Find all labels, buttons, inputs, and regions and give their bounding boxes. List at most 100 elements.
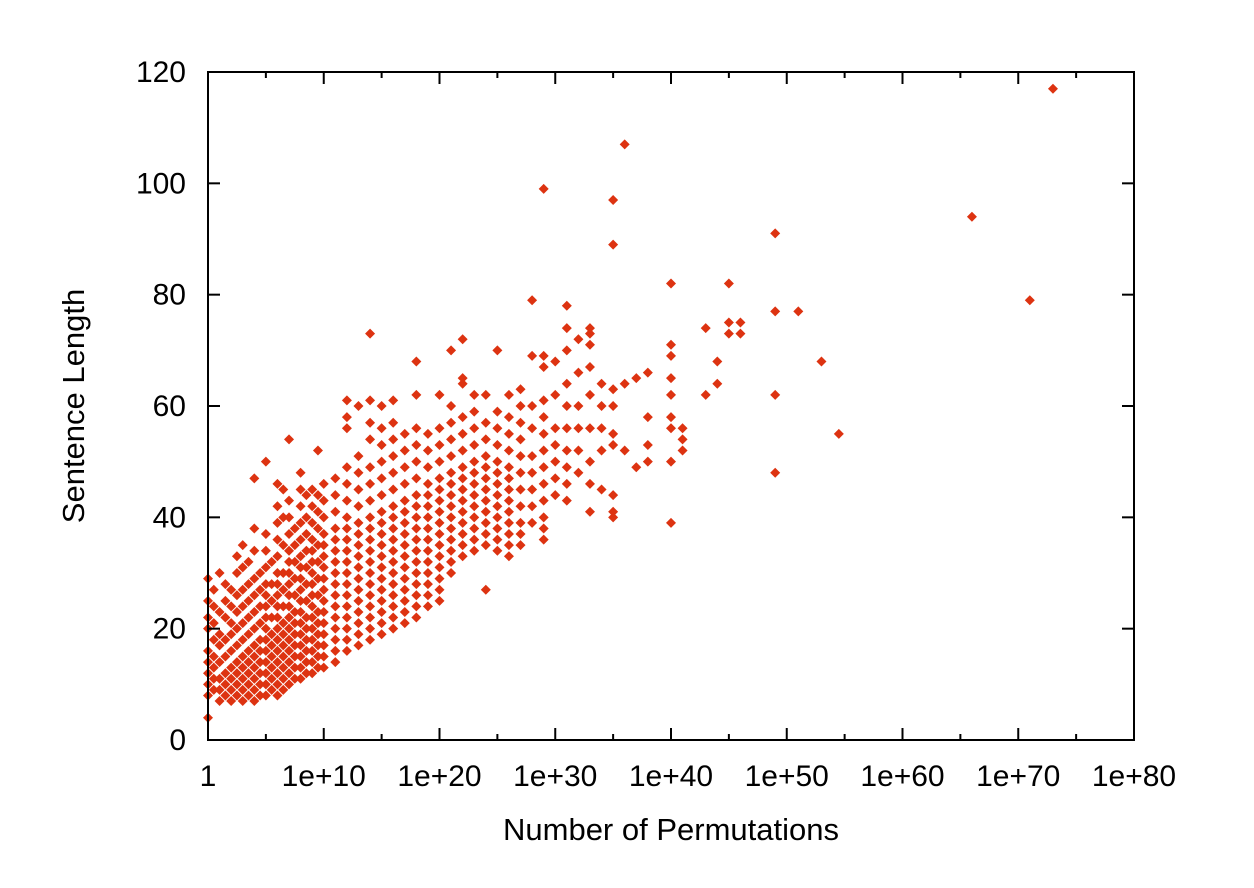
data-point (214, 673, 225, 684)
data-point (666, 373, 676, 384)
data-point (446, 534, 457, 545)
data-point (573, 334, 584, 345)
data-point (457, 540, 468, 551)
data-point (422, 445, 433, 456)
data-point (677, 423, 688, 434)
data-point (480, 417, 491, 428)
data-point (237, 601, 248, 612)
data-point (457, 412, 468, 423)
data-point (399, 445, 410, 456)
data-point (677, 434, 688, 445)
data-point (376, 573, 387, 584)
data-point (341, 623, 352, 634)
data-point (330, 601, 341, 612)
data-point (301, 657, 312, 668)
data-point (341, 601, 352, 612)
data-point (411, 423, 422, 434)
data-point (365, 590, 376, 601)
data-point (527, 484, 538, 495)
data-point (712, 378, 723, 389)
data-point (266, 673, 277, 684)
data-point (399, 478, 410, 489)
data-point (723, 328, 734, 339)
data-point (226, 673, 237, 684)
data-point (318, 512, 329, 523)
data-point (550, 389, 561, 400)
data-point (469, 478, 480, 489)
data-point (538, 478, 549, 489)
data-point (365, 601, 376, 612)
data-point (353, 595, 364, 606)
data-point (237, 696, 248, 707)
data-point (399, 540, 410, 551)
data-point (255, 618, 266, 629)
data-point (220, 679, 231, 690)
data-point (278, 484, 289, 495)
data-point (243, 579, 254, 590)
data-point (266, 595, 277, 606)
data-point (214, 657, 225, 668)
data-point (260, 562, 271, 573)
data-point (214, 568, 225, 578)
data-point (573, 401, 584, 411)
data-point (515, 529, 526, 540)
data-point (307, 668, 318, 679)
data-point (260, 668, 271, 679)
data-point (353, 540, 364, 551)
data-point (237, 673, 248, 684)
data-point (318, 595, 329, 606)
data-point (411, 568, 422, 578)
data-point (457, 495, 468, 506)
data-point (295, 618, 306, 629)
data-point (561, 345, 572, 356)
data-point (457, 551, 468, 562)
data-point (561, 445, 572, 456)
data-point (434, 584, 445, 595)
data-point (318, 551, 329, 562)
data-point (272, 679, 283, 690)
data-point (353, 562, 364, 573)
data-point (365, 328, 376, 339)
data-point (289, 629, 300, 640)
data-point (307, 568, 318, 578)
data-point (284, 579, 295, 590)
data-point (226, 662, 237, 673)
data-point (278, 640, 289, 651)
data-point (584, 323, 595, 334)
data-point (446, 523, 457, 534)
data-point (480, 389, 491, 400)
data-point (208, 618, 219, 629)
data-point (365, 462, 376, 473)
data-point (422, 556, 433, 567)
data-point (538, 428, 549, 439)
data-point (365, 523, 376, 534)
data-point (584, 506, 595, 517)
data-point (237, 618, 248, 629)
data-point (434, 456, 445, 467)
data-point (243, 668, 254, 679)
data-point (388, 417, 399, 428)
data-point (480, 495, 491, 506)
data-point (399, 618, 410, 629)
data-point (330, 590, 341, 601)
data-point (515, 517, 526, 528)
x-tick-label: 1e+80 (1092, 760, 1176, 793)
data-point (480, 473, 491, 484)
data-point (527, 401, 538, 411)
data-point (480, 434, 491, 445)
data-point (515, 540, 526, 551)
data-point (365, 568, 376, 578)
data-point (278, 601, 289, 612)
data-point (341, 395, 352, 406)
data-point (278, 568, 289, 578)
x-tick-label: 1 (200, 760, 217, 793)
data-point (608, 384, 619, 395)
data-point (307, 534, 318, 545)
data-point (255, 634, 266, 645)
data-point (237, 540, 248, 551)
data-point (515, 434, 526, 445)
data-point (492, 456, 503, 467)
data-point (434, 495, 445, 506)
data-point (631, 462, 642, 473)
